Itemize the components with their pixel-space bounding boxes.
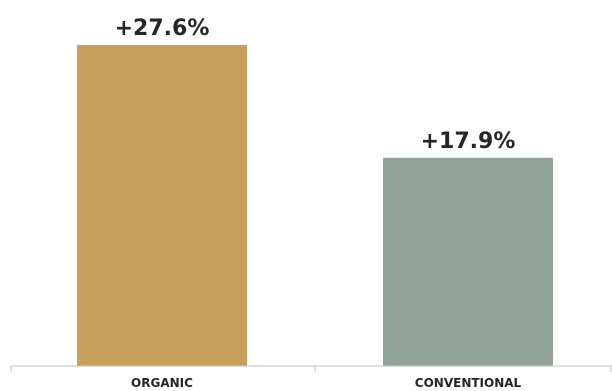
category-labels-layer: ORGANIC CONVENTIONAL [131, 376, 522, 390]
data-label-conventional: +17.9% [421, 129, 516, 154]
data-labels-layer: +27.6% +17.9% [115, 16, 516, 154]
category-label-organic: ORGANIC [131, 376, 193, 390]
bar-organic [77, 45, 247, 366]
category-label-conventional: CONVENTIONAL [415, 376, 522, 390]
x-axis-ticks [10, 366, 612, 372]
data-label-organic: +27.6% [115, 16, 210, 41]
bars-layer [77, 45, 553, 366]
bar-conventional [383, 157, 553, 366]
